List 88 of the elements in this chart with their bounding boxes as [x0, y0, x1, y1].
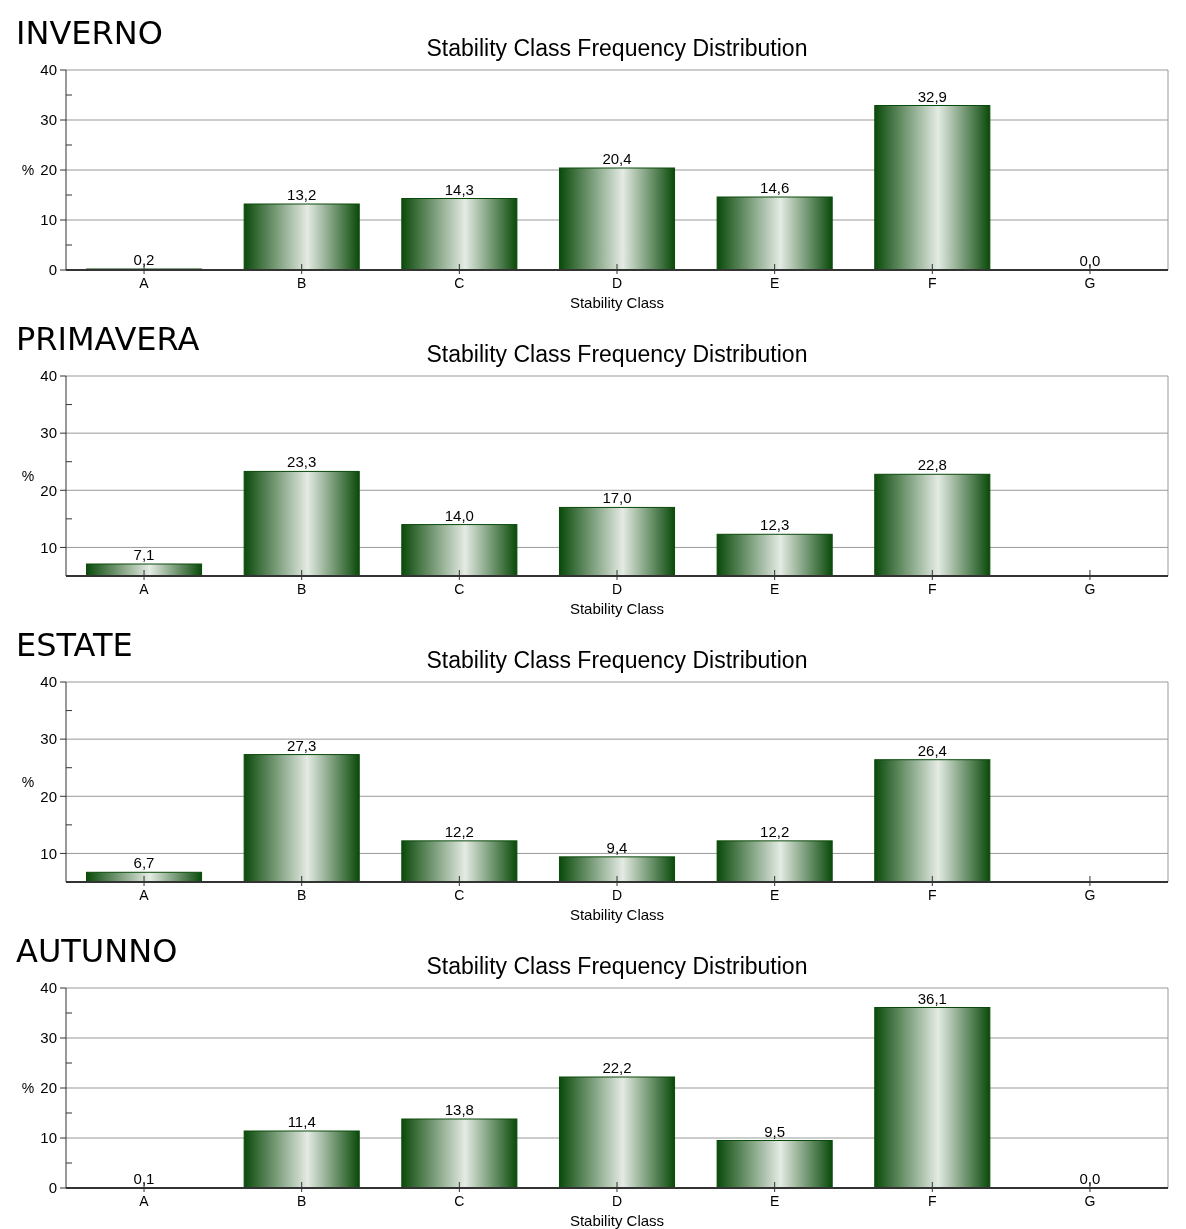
- y-tick-label: 30: [40, 730, 57, 748]
- y-tick-label: 30: [40, 1029, 57, 1047]
- x-tick-label: D: [611, 581, 623, 597]
- y-tick-label: 20: [40, 787, 57, 805]
- data-label: 20,4: [602, 150, 632, 167]
- data-label: 23,3: [287, 453, 317, 471]
- x-tick-label: E: [769, 1193, 780, 1209]
- chart-title: INVERNO: [16, 14, 163, 52]
- data-label: 9,4: [606, 838, 628, 856]
- data-label: 11,4: [287, 1113, 316, 1130]
- x-tick-label: C: [454, 581, 465, 597]
- x-tick-label: B: [297, 581, 307, 597]
- data-label: 0,0: [1079, 252, 1101, 269]
- chart-subtitle: Stability Class Frequency Distribution: [426, 341, 808, 367]
- chart-subtitle: Stability Class Frequency Distribution: [426, 647, 808, 673]
- y-tick-label: 10: [40, 1129, 57, 1147]
- data-label: 32,9: [917, 87, 947, 105]
- y-tick-label: 20: [40, 481, 57, 499]
- x-tick-label: G: [1084, 581, 1096, 597]
- x-tick-label: A: [139, 1193, 150, 1209]
- x-tick-label: F: [928, 275, 937, 291]
- y-tick-label: 10: [40, 538, 57, 556]
- y-tick-label: 30: [40, 424, 57, 442]
- x-tick-label: B: [297, 275, 307, 291]
- data-label: 22,8: [917, 456, 947, 474]
- chart-title: PRIMAVERA: [16, 320, 200, 358]
- x-tick-label: D: [611, 887, 623, 903]
- data-label: 12,2: [444, 822, 474, 840]
- x-tick-label: C: [454, 275, 465, 291]
- data-label: 0,2: [133, 251, 155, 268]
- x-tick-label: G: [1084, 275, 1096, 291]
- x-axis-title: Stability Class: [569, 600, 665, 617]
- x-tick-label: C: [454, 887, 465, 903]
- x-axis-title: Stability Class: [569, 1212, 665, 1229]
- y-tick-label: 20: [40, 161, 57, 179]
- data-label: 14,6: [760, 179, 790, 196]
- y-tick-label: 30: [40, 111, 57, 129]
- data-label: 13,2: [287, 186, 317, 203]
- y-tick-label: 20: [40, 1079, 57, 1097]
- data-label: 7,1: [133, 546, 155, 563]
- chart-title: AUTUNNO: [16, 932, 178, 970]
- data-label: 9,5: [764, 1122, 786, 1140]
- y-tick-label: 10: [40, 211, 57, 229]
- x-tick-label: D: [611, 1193, 623, 1209]
- x-tick-label: F: [928, 1193, 937, 1209]
- x-tick-label: E: [769, 581, 780, 597]
- x-tick-label: B: [297, 887, 307, 903]
- data-label: 14,0: [444, 506, 474, 524]
- y-tick-label: 40: [40, 367, 57, 385]
- x-tick-label: D: [611, 275, 623, 291]
- chart-subtitle: Stability Class Frequency Distribution: [426, 35, 808, 61]
- x-axis-title: Stability Class: [569, 906, 665, 923]
- data-label: 6,7: [133, 854, 155, 872]
- x-tick-label: G: [1084, 1193, 1096, 1209]
- y-axis-title: %: [21, 467, 35, 484]
- data-label: 13,8: [444, 1101, 474, 1118]
- x-tick-label: B: [297, 1193, 307, 1209]
- y-tick-label: 40: [40, 61, 57, 79]
- y-axis-title: %: [21, 161, 35, 178]
- y-tick-label: 10: [40, 844, 57, 862]
- x-axis-title: Stability Class: [569, 294, 665, 311]
- y-axis-title: %: [21, 773, 35, 790]
- data-label: 12,2: [760, 822, 790, 840]
- data-label: 27,3: [287, 736, 317, 754]
- data-label: 0,1: [133, 1169, 155, 1187]
- x-tick-label: C: [454, 1193, 465, 1209]
- data-label: 26,4: [917, 741, 947, 759]
- x-tick-label: F: [928, 581, 937, 597]
- chart-subtitle: Stability Class Frequency Distribution: [426, 953, 808, 979]
- x-tick-label: A: [139, 887, 150, 903]
- y-tick-label: 40: [40, 979, 57, 997]
- y-axis-title: %: [21, 1079, 35, 1096]
- data-label: 12,3: [760, 516, 790, 534]
- y-tick-label: 0: [48, 1179, 57, 1197]
- data-label: 14,3: [444, 180, 474, 198]
- data-label: 0,0: [1079, 1170, 1101, 1187]
- y-tick-label: 0: [48, 261, 57, 279]
- chart-title: ESTATE: [16, 626, 133, 664]
- data-label: 22,2: [602, 1059, 632, 1076]
- x-tick-label: F: [928, 887, 937, 903]
- x-tick-label: E: [769, 275, 780, 291]
- x-tick-label: E: [769, 887, 780, 903]
- data-label: 36,1: [917, 989, 947, 1007]
- x-tick-label: G: [1084, 887, 1096, 903]
- x-tick-label: A: [139, 581, 150, 597]
- x-tick-label: A: [139, 275, 150, 291]
- data-label: 17,0: [602, 489, 632, 507]
- y-tick-label: 40: [40, 673, 57, 691]
